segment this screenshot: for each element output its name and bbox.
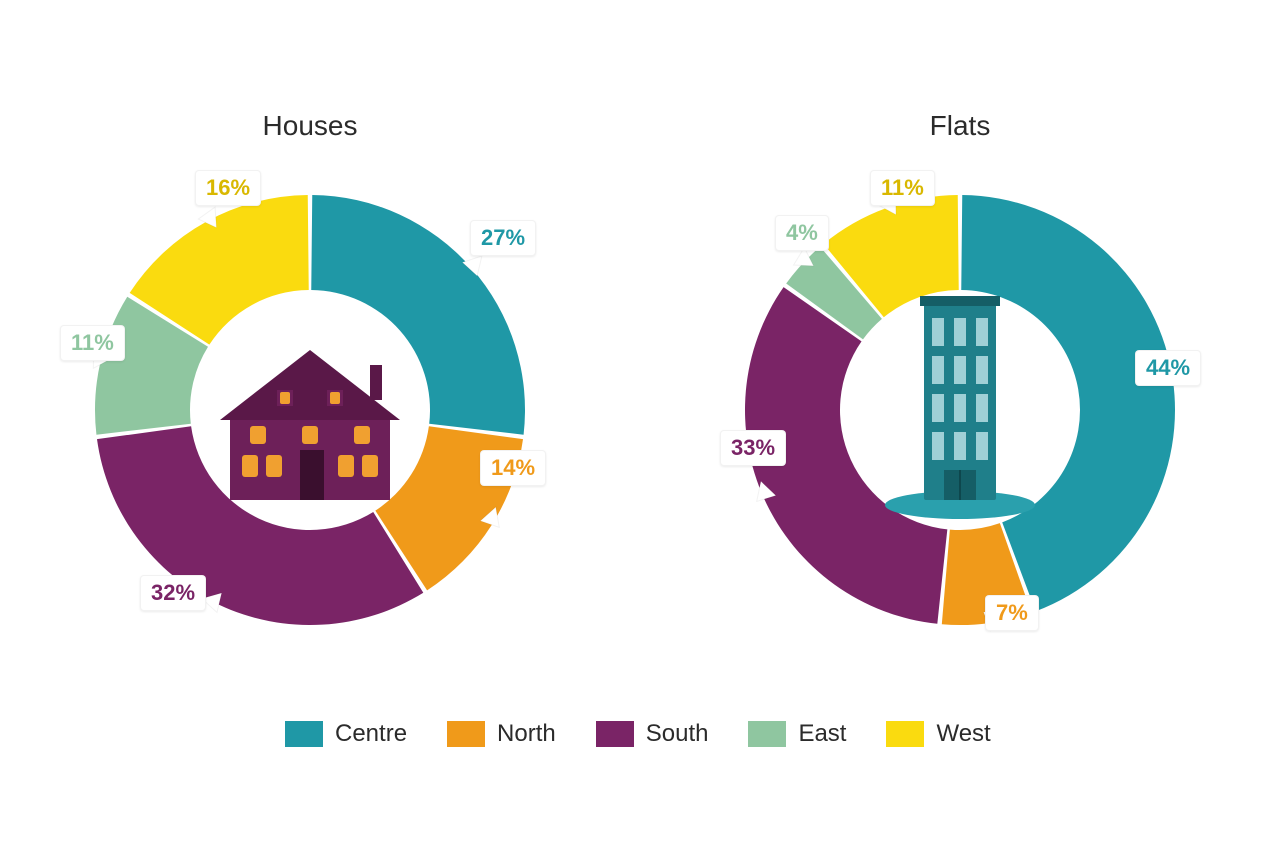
flats-west-label: 11% bbox=[870, 170, 935, 206]
chart-stage: Houses Flats bbox=[0, 0, 1279, 852]
legend-label-south: South bbox=[646, 720, 709, 748]
legend-swatch-east bbox=[748, 721, 786, 747]
flats-south-label: 33% bbox=[720, 430, 786, 466]
houses-south-label: 32% bbox=[140, 575, 206, 611]
legend-swatch-south bbox=[596, 721, 634, 747]
houses-north-label: 14% bbox=[480, 450, 546, 486]
legend-swatch-west bbox=[886, 721, 924, 747]
building-icon bbox=[880, 290, 1040, 520]
legend-label-north: North bbox=[497, 720, 556, 748]
legend-item-west: West bbox=[886, 720, 990, 748]
flats-east-label: 4% bbox=[775, 215, 829, 251]
legend: Centre North South East West bbox=[285, 720, 991, 748]
legend-swatch-north bbox=[447, 721, 485, 747]
legend-item-south: South bbox=[596, 720, 709, 748]
legend-item-centre: Centre bbox=[285, 720, 407, 748]
houses-west-label: 16% bbox=[195, 170, 261, 206]
legend-item-east: East bbox=[748, 720, 846, 748]
legend-label-centre: Centre bbox=[335, 720, 407, 748]
houses-centre-label: 27% bbox=[470, 220, 536, 256]
flats-centre-label: 44% bbox=[1135, 350, 1201, 386]
legend-label-west: West bbox=[936, 720, 990, 748]
legend-label-east: East bbox=[798, 720, 846, 748]
legend-item-north: North bbox=[447, 720, 556, 748]
flats-north-label: 7% bbox=[985, 595, 1039, 631]
house-icon bbox=[200, 340, 420, 510]
legend-swatch-centre bbox=[285, 721, 323, 747]
houses-east-label: 11% bbox=[60, 325, 125, 361]
